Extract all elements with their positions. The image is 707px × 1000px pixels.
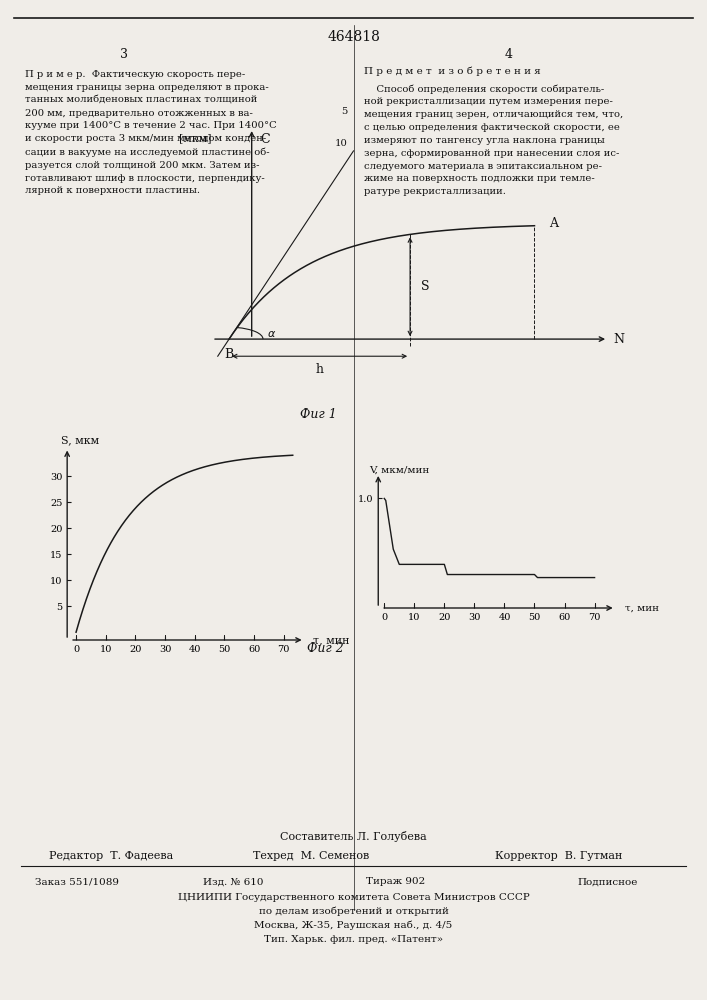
Text: N: N [614,333,625,346]
Text: 4: 4 [505,48,513,62]
Text: B: B [224,348,234,361]
Text: Корректор  В. Гутман: Корректор В. Гутман [495,851,622,861]
Text: S: S [421,280,430,293]
Text: h: h [315,363,324,376]
Text: $\alpha$: $\alpha$ [267,329,276,339]
Text: Заказ 551/1089: Заказ 551/1089 [35,878,119,886]
Text: 464818: 464818 [327,30,380,44]
Text: Техред  М. Семенов: Техред М. Семенов [253,851,369,861]
Text: 3: 3 [119,48,128,62]
Text: τ, мин: τ, мин [625,603,659,612]
Text: V, мкм/мин: V, мкм/мин [369,466,429,475]
Text: Изд. № 610: Изд. № 610 [203,878,264,886]
Text: Москва, Ж-35, Раушская наб., д. 4/5: Москва, Ж-35, Раушская наб., д. 4/5 [255,920,452,930]
Text: П р е д м е т  и з о б р е т е н и я: П р е д м е т и з о б р е т е н и я [364,67,541,77]
Text: Тираж 902: Тираж 902 [366,878,426,886]
Text: A: A [549,217,558,230]
Text: Составитель Л. Голубева: Составитель Л. Голубева [280,832,427,842]
Text: Фиг 1: Фиг 1 [300,408,337,421]
Text: Подписное: Подписное [578,878,638,886]
Text: Редактор  Т. Фадеева: Редактор Т. Фадеева [49,851,174,861]
Text: по делам изобретений и открытий: по делам изобретений и открытий [259,906,448,916]
Text: 10: 10 [335,138,348,147]
Text: 5: 5 [341,106,348,115]
Text: П р и м е р.  Фактическую скорость пере-
мещения границы зерна определяют в прок: П р и м е р. Фактическую скорость пере- … [25,70,276,195]
Text: C: C [260,133,270,146]
Text: [мкм]: [мкм] [180,133,212,143]
Text: ЦНИИПИ Государственного комитета Совета Министров СССР: ЦНИИПИ Государственного комитета Совета … [177,892,530,902]
Text: Фиг 2: Фиг 2 [307,642,344,655]
Text: Тип. Харьк. фил. пред. «Патент»: Тип. Харьк. фил. пред. «Патент» [264,936,443,944]
Text: τ, мин: τ, мин [313,635,350,645]
Text: Способ определения скорости собиратель-
ной рекристаллизации путем измерения пер: Способ определения скорости собиратель- … [364,84,624,196]
Text: S, мкм: S, мкм [62,435,100,445]
